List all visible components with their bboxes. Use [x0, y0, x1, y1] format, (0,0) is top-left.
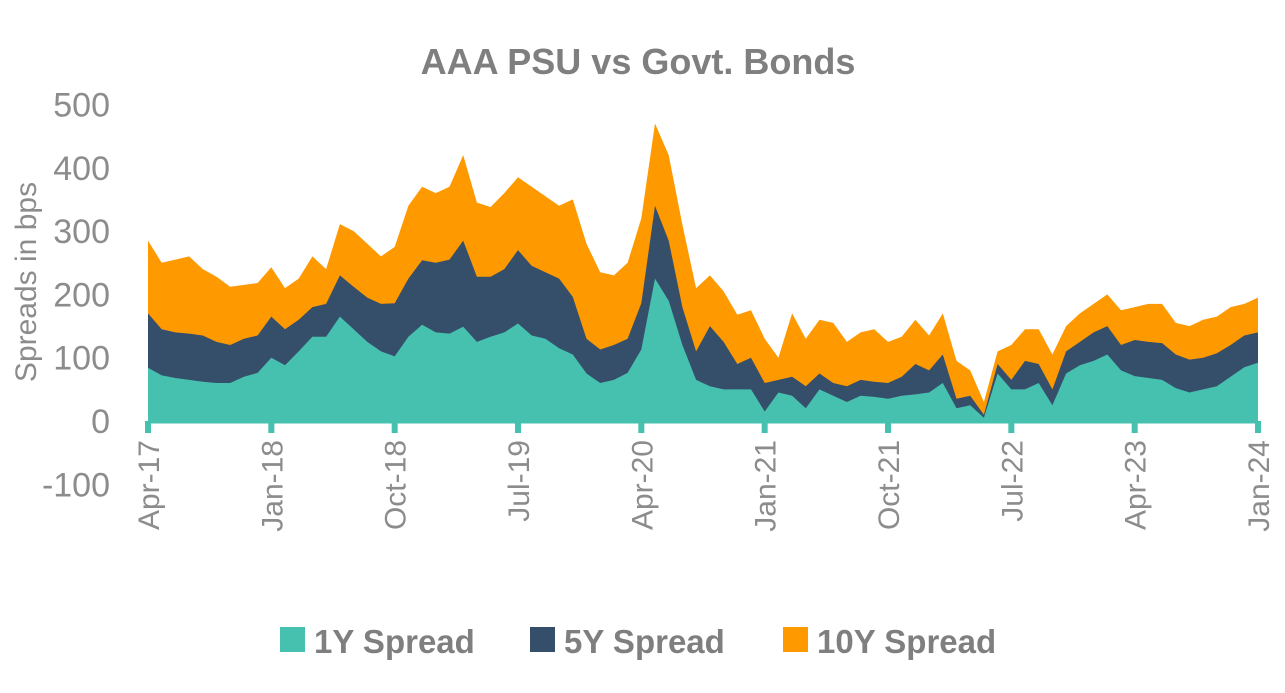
x-tick-mark [145, 421, 151, 433]
x-tick-mark [885, 421, 891, 433]
plot-areas [148, 123, 1258, 424]
chart-title: AAA PSU vs Govt. Bonds [421, 41, 856, 82]
legend-label: 5Y Spread [564, 623, 725, 660]
x-tick-label: Apr-23 [1120, 440, 1153, 530]
x-tick-label: Jul-19 [503, 440, 536, 522]
y-tick-label: 300 [53, 213, 110, 251]
area-1y-spread [148, 278, 1258, 421]
y-tick-label: 500 [53, 87, 110, 125]
x-tick-mark [268, 421, 275, 433]
x-tick-label: Jan-24 [1243, 440, 1276, 532]
y-tick-label: 200 [53, 276, 110, 314]
y-axis-ticks: -100 0 100 200 300 400 500 [42, 87, 110, 505]
legend-swatch [530, 627, 555, 652]
x-tick-mark [515, 421, 521, 433]
x-tick-label: Jan-18 [256, 440, 289, 532]
x-tick-label: Jan-21 [750, 440, 783, 532]
legend-label: 1Y Spread [314, 623, 475, 660]
legend-swatch [783, 627, 808, 652]
y-tick-label: 100 [53, 340, 110, 378]
legend-label: 10Y Spread [817, 623, 996, 660]
legend: 1Y Spread 5Y Spread 10Y Spread [280, 623, 996, 660]
x-tick-mark [761, 421, 768, 433]
x-tick-mark [1008, 421, 1015, 433]
y-axis-title: Spreads in bps [10, 182, 43, 382]
x-tick-label: Jul-22 [996, 440, 1029, 522]
y-tick-label: 400 [53, 150, 110, 188]
x-tick-mark [1255, 421, 1261, 433]
x-tick-label: Oct-21 [873, 440, 906, 530]
x-tick-mark [1131, 421, 1138, 433]
x-tick-mark [391, 421, 398, 433]
x-tick-mark [638, 421, 645, 433]
x-axis-ticks: Apr-17 Jan-18 Oct-18 Jul-19 Apr-20 Jan-21 Oct-… [133, 421, 1276, 532]
y-tick-label: -100 [42, 466, 110, 504]
y-tick-label: 0 [91, 403, 110, 441]
x-tick-label: Apr-20 [626, 440, 659, 530]
x-tick-label: Oct-18 [380, 440, 413, 530]
legend-swatch [280, 627, 305, 652]
x-tick-label: Apr-17 [133, 440, 166, 530]
